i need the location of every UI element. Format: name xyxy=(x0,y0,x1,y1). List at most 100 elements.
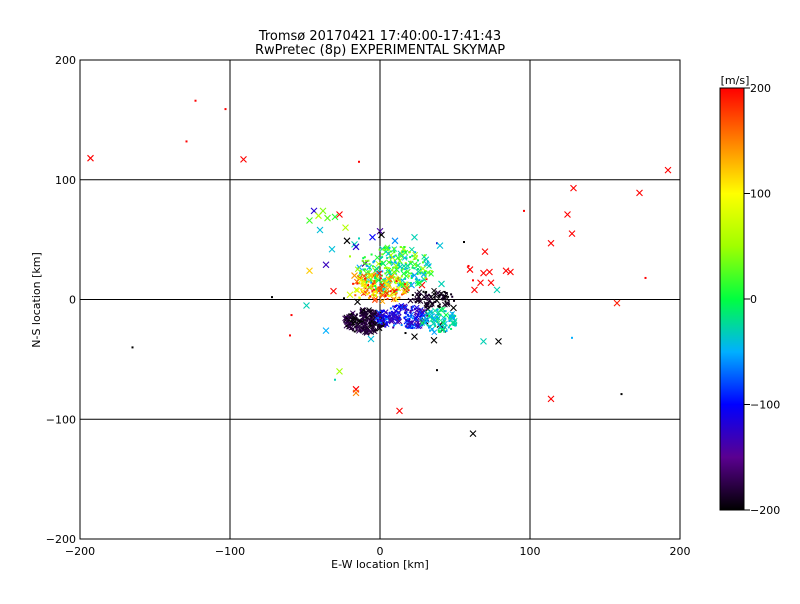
data-point-dot xyxy=(384,315,387,318)
data-point-dot xyxy=(343,297,345,300)
data-point-dot xyxy=(381,256,384,259)
data-point-dot xyxy=(376,320,379,323)
data-point-cross xyxy=(393,314,400,320)
data-point-cross xyxy=(390,296,397,303)
data-point-dot xyxy=(408,251,411,254)
data-point-dot xyxy=(363,277,366,280)
data-point-dot xyxy=(392,255,395,258)
data-point-dot xyxy=(409,311,412,314)
data-point-dot xyxy=(358,282,361,285)
data-point-dot xyxy=(359,272,362,275)
data-point-dot xyxy=(404,311,407,314)
data-point-cross xyxy=(396,318,403,325)
data-point-dot xyxy=(361,259,364,262)
data-point-dot xyxy=(404,271,407,274)
data-point-dot xyxy=(380,320,383,323)
y-tick-label: 200 xyxy=(55,54,76,67)
data-point-dot xyxy=(381,324,384,327)
colorbar-tick-label: 100 xyxy=(750,188,771,201)
data-point-dot xyxy=(363,268,366,271)
data-point-dot xyxy=(393,251,396,254)
data-point-dot xyxy=(438,330,441,333)
data-point-dot xyxy=(392,247,395,250)
data-point-dot xyxy=(414,312,417,315)
data-point-dot xyxy=(376,287,379,290)
data-point-dot xyxy=(389,273,392,276)
data-point-cross xyxy=(393,262,399,269)
data-point-dot xyxy=(413,257,416,260)
data-point-cross xyxy=(393,296,399,303)
data-point-cross xyxy=(343,237,351,245)
data-point-dot xyxy=(417,296,420,299)
colorbar-tick-label: −100 xyxy=(750,399,780,412)
data-point-dot xyxy=(351,317,354,320)
data-point-dot xyxy=(354,317,357,320)
data-point-cross xyxy=(451,319,458,326)
data-point-cross xyxy=(369,319,376,326)
colorbar-ticks: 200 100 0 −100 −200 xyxy=(744,82,780,517)
y-tick-label: 100 xyxy=(55,174,76,187)
data-point-dot xyxy=(381,253,384,256)
data-point-dot xyxy=(363,256,366,259)
data-point-dot xyxy=(386,257,389,260)
data-point-dot xyxy=(428,314,431,317)
data-point-cross xyxy=(388,274,395,280)
data-point-dot xyxy=(375,279,378,282)
data-point-dot xyxy=(431,311,434,314)
data-point-cross xyxy=(361,273,368,279)
data-point-dot xyxy=(351,329,354,332)
data-point-dot xyxy=(400,269,403,272)
data-point-dot xyxy=(412,274,415,277)
data-point-dot xyxy=(393,305,396,308)
data-point-dot xyxy=(387,294,390,297)
data-point-dot xyxy=(370,287,373,290)
colorbar-tick-label: 0 xyxy=(750,293,757,306)
data-point-dot xyxy=(431,328,434,331)
data-point-dot xyxy=(353,330,356,333)
y-tick-label: 0 xyxy=(69,294,76,307)
data-point-dot xyxy=(419,317,422,320)
data-point-cross xyxy=(477,279,484,287)
data-point-dot xyxy=(357,277,360,280)
data-point-cross xyxy=(376,270,383,277)
data-point-dot xyxy=(410,284,413,287)
data-point-dot xyxy=(430,270,433,273)
data-point-dot xyxy=(373,288,376,291)
data-point-cross xyxy=(436,242,444,250)
data-point-dot xyxy=(385,266,388,269)
data-point-dot xyxy=(398,277,401,280)
data-point-dot xyxy=(360,314,363,317)
data-point-dot xyxy=(369,279,372,282)
data-point-dot xyxy=(380,263,383,266)
data-point-dot xyxy=(467,264,470,267)
data-point-dot xyxy=(364,312,367,315)
data-point-cross xyxy=(387,317,394,323)
data-point-dot xyxy=(374,285,377,288)
data-point-dot xyxy=(438,303,441,306)
data-point-dot xyxy=(448,315,451,318)
data-point-dot xyxy=(345,322,348,325)
data-point-cross xyxy=(415,281,421,287)
data-point-dot xyxy=(448,324,451,327)
data-point-dot xyxy=(443,330,446,333)
data-point-dot xyxy=(415,318,418,321)
data-point-dot xyxy=(431,320,434,323)
data-point-dot xyxy=(364,324,367,327)
x-tick-label: −100 xyxy=(215,545,245,558)
data-point-dot xyxy=(413,267,416,270)
data-point-cross xyxy=(507,268,514,276)
data-point-dot xyxy=(383,287,386,290)
data-point-dot xyxy=(358,274,361,277)
data-point-dot xyxy=(401,306,404,309)
data-point-dot xyxy=(374,323,377,326)
data-point-dot xyxy=(185,140,188,143)
x-tick-label: −200 xyxy=(65,545,95,558)
data-point-dot xyxy=(452,323,455,326)
data-point-dot xyxy=(344,319,347,322)
data-point-dot xyxy=(427,302,430,305)
data-point-cross xyxy=(493,286,501,294)
data-point-cross xyxy=(423,317,430,324)
data-point-cross xyxy=(415,262,421,269)
data-point-dot xyxy=(403,246,406,249)
data-point-dot xyxy=(375,288,378,291)
